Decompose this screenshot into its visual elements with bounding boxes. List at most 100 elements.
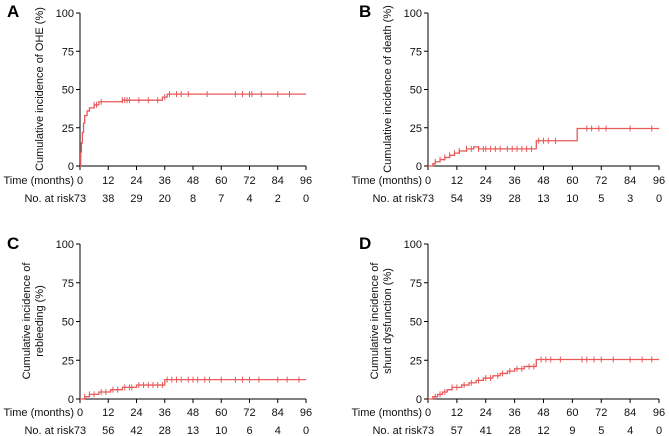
y-tick-label-A: 100 xyxy=(56,8,74,20)
at-risk-count-A: 0 xyxy=(303,193,309,205)
y-axis-label-A: Cumulative incidence of OHE (%) xyxy=(34,7,46,171)
y-tick-label-C: 25 xyxy=(62,355,74,367)
x-tick-label-A: 12 xyxy=(102,175,114,187)
at-risk-count-B: 5 xyxy=(598,193,604,205)
y-tick-label-C: 75 xyxy=(62,278,74,290)
risk-row-label-D: No. at risk xyxy=(372,425,422,436)
x-tick-label-C: 24 xyxy=(130,407,142,419)
y-tick-label-D: 25 xyxy=(410,355,422,367)
y-tick-label-B: 50 xyxy=(410,85,422,97)
x-tick-label-D: 72 xyxy=(595,407,607,419)
y-axis-label-D: Cumulative incidence of xyxy=(369,262,381,380)
x-tick-label-C: 12 xyxy=(102,407,114,419)
at-risk-count-B: 3 xyxy=(627,193,633,205)
at-risk-count-B: 10 xyxy=(566,193,578,205)
x-tick-label-D: 48 xyxy=(537,407,549,419)
x-tick-label-D: 96 xyxy=(653,407,665,419)
panel-letter-A: A xyxy=(7,2,19,21)
x-tick-label-D: 12 xyxy=(451,407,463,419)
km-curve-D xyxy=(428,358,659,400)
at-risk-count-D: 5 xyxy=(598,425,604,436)
at-risk-count-C: 42 xyxy=(130,425,142,436)
at-risk-count-D: 4 xyxy=(627,425,633,436)
x-tick-label-D: 36 xyxy=(509,407,521,419)
time-row-label-D: Time (months) xyxy=(352,407,423,419)
x-tick-label-B: 84 xyxy=(624,175,636,187)
x-tick-label-A: 48 xyxy=(187,175,199,187)
at-risk-count-C: 28 xyxy=(159,425,171,436)
risk-row-label-C: No. at risk xyxy=(24,425,74,436)
y-tick-label-B: 75 xyxy=(410,46,422,58)
at-risk-count-C: 6 xyxy=(246,425,252,436)
at-risk-count-C: 4 xyxy=(275,425,281,436)
x-tick-label-B: 36 xyxy=(509,175,521,187)
y-tick-label-C: 0 xyxy=(68,394,74,406)
x-tick-label-A: 36 xyxy=(159,175,171,187)
x-tick-label-A: 96 xyxy=(300,175,312,187)
at-risk-count-C: 13 xyxy=(187,425,199,436)
y-tick-label-C: 100 xyxy=(56,239,74,251)
x-tick-label-B: 12 xyxy=(451,175,463,187)
panel-letter-D: D xyxy=(359,234,371,253)
at-risk-count-B: 13 xyxy=(537,193,549,205)
y-tick-label-B: 100 xyxy=(404,8,422,20)
x-tick-label-D: 0 xyxy=(425,407,431,419)
x-tick-label-C: 0 xyxy=(77,407,83,419)
time-row-label-C: Time (months) xyxy=(4,407,75,419)
y-tick-label-A: 50 xyxy=(62,85,74,97)
time-row-label-A: Time (months) xyxy=(4,175,75,187)
x-tick-label-B: 60 xyxy=(566,175,578,187)
y-tick-label-B: 0 xyxy=(416,161,422,173)
x-tick-label-C: 60 xyxy=(215,407,227,419)
panel-letter-C: C xyxy=(7,234,19,253)
y-tick-label-A: 75 xyxy=(62,46,74,58)
x-tick-label-C: 72 xyxy=(243,407,255,419)
x-tick-label-B: 0 xyxy=(425,175,431,187)
at-risk-count-A: 7 xyxy=(218,193,224,205)
y-tick-label-D: 0 xyxy=(416,394,422,406)
at-risk-count-D: 28 xyxy=(509,425,521,436)
at-risk-count-C: 56 xyxy=(102,425,114,436)
y-axis-label-B: Cumulative incidence of death (%) xyxy=(382,5,394,173)
at-risk-count-A: 73 xyxy=(74,193,86,205)
at-risk-count-A: 2 xyxy=(275,193,281,205)
x-tick-label-C: 96 xyxy=(300,407,312,419)
y-tick-label-D: 50 xyxy=(410,317,422,329)
at-risk-count-C: 73 xyxy=(74,425,86,436)
y-axis-label-D: shunt dysfunction (%) xyxy=(382,268,394,374)
at-risk-count-B: 39 xyxy=(480,193,492,205)
km-curve-C xyxy=(80,378,306,400)
at-risk-count-D: 73 xyxy=(422,425,434,436)
y-axis-label-C: rebleeding (%) xyxy=(34,285,46,357)
y-tick-label-D: 75 xyxy=(410,278,422,290)
x-tick-label-D: 24 xyxy=(480,407,492,419)
x-tick-label-C: 48 xyxy=(187,407,199,419)
at-risk-count-A: 20 xyxy=(159,193,171,205)
x-tick-label-B: 48 xyxy=(537,175,549,187)
at-risk-count-B: 54 xyxy=(451,193,463,205)
risk-row-label-A: No. at risk xyxy=(24,193,74,205)
x-tick-label-A: 60 xyxy=(215,175,227,187)
y-tick-label-B: 25 xyxy=(410,123,422,135)
x-tick-label-C: 84 xyxy=(272,407,284,419)
at-risk-count-D: 0 xyxy=(656,425,662,436)
at-risk-count-B: 73 xyxy=(422,193,434,205)
at-risk-count-B: 0 xyxy=(656,193,662,205)
y-tick-label-A: 0 xyxy=(68,161,74,173)
y-tick-label-C: 50 xyxy=(62,317,74,329)
x-tick-label-A: 0 xyxy=(77,175,83,187)
x-tick-label-A: 84 xyxy=(272,175,284,187)
x-tick-label-A: 24 xyxy=(130,175,142,187)
x-tick-label-B: 24 xyxy=(480,175,492,187)
at-risk-count-A: 8 xyxy=(190,193,196,205)
at-risk-count-D: 9 xyxy=(569,425,575,436)
at-risk-count-A: 29 xyxy=(130,193,142,205)
x-tick-label-D: 60 xyxy=(566,407,578,419)
at-risk-count-A: 38 xyxy=(102,193,114,205)
panel-letter-B: B xyxy=(359,2,371,21)
x-tick-label-B: 72 xyxy=(595,175,607,187)
at-risk-count-D: 57 xyxy=(451,425,463,436)
at-risk-count-C: 0 xyxy=(303,425,309,436)
x-tick-label-D: 84 xyxy=(624,407,636,419)
